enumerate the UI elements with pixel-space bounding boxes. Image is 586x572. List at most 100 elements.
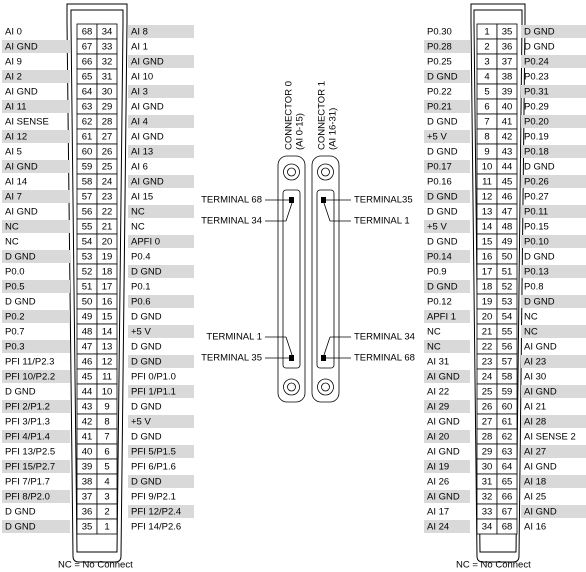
terminal-label: TERMINAL 1	[354, 216, 410, 227]
signal-label: PFI 12/P2.4	[131, 507, 181, 518]
label-shade	[521, 295, 586, 308]
signal-label: D GND	[427, 117, 458, 128]
signal-label: AI 6	[131, 162, 148, 173]
signal-label: P0.18	[524, 147, 549, 158]
pin-number: 33	[482, 507, 493, 518]
label-shade	[128, 175, 194, 188]
signal-label: AI 21	[524, 402, 546, 413]
label-shade	[424, 130, 470, 143]
pin-number: 48	[82, 327, 93, 338]
pin-number: 21	[482, 327, 493, 338]
label-shade	[128, 355, 194, 368]
pin-number: 49	[82, 312, 93, 323]
pin-number: 29	[482, 447, 493, 458]
pin-number: 35	[502, 27, 513, 38]
label-shade	[128, 295, 194, 308]
signal-label: AI 15	[131, 192, 153, 203]
signal-label: PFI 15/P2.7	[5, 462, 55, 473]
signal-label: AI 16	[524, 522, 546, 533]
footer-note: NC = No Connect	[58, 560, 133, 571]
left-shell	[66, 3, 128, 563]
signal-label: D GND	[131, 402, 162, 413]
signal-label: AI GND	[131, 132, 164, 143]
signal-label: PFI 10/P2.2	[5, 372, 55, 383]
signal-label: PFI 5/P1.5	[131, 447, 176, 458]
signal-label: P0.11	[524, 207, 548, 218]
terminal-label: TERMINAL35	[354, 195, 413, 206]
signal-label: AI 26	[427, 477, 449, 488]
terminal-lines	[265, 197, 351, 361]
pin-number: 42	[502, 132, 513, 143]
label-shade	[521, 235, 586, 248]
signal-label: AI 31	[427, 357, 449, 368]
signal-label: AI 8	[131, 27, 148, 38]
pin-number: 67	[502, 507, 513, 518]
pin-number: 33	[102, 42, 113, 53]
pin-number: 67	[82, 42, 93, 53]
pin-number: 2	[484, 42, 489, 53]
pin-number: 4	[484, 72, 489, 83]
label-shade	[521, 325, 586, 338]
pin-number: 55	[502, 327, 513, 338]
label-shade	[2, 100, 70, 113]
label-shade	[424, 280, 470, 293]
pin-number: 68	[82, 27, 93, 38]
pin-number: 62	[82, 117, 93, 128]
pin-number: 18	[482, 282, 493, 293]
pin-number: 10	[102, 387, 113, 398]
pin-number: 19	[482, 297, 493, 308]
pin-number: 32	[482, 492, 493, 503]
label-shade	[424, 340, 470, 353]
signal-label: AI 4	[131, 117, 148, 128]
signal-label: NC	[524, 312, 538, 323]
pin-number: 6	[104, 447, 109, 458]
pin-number: 62	[502, 432, 513, 443]
label-shade	[128, 265, 194, 278]
label-shade	[128, 55, 194, 68]
pin-number: 46	[82, 357, 93, 368]
label-shade	[2, 190, 70, 203]
signal-label: +5 V	[131, 327, 151, 338]
pin-number: 5	[104, 462, 109, 473]
pin-number: 25	[482, 387, 493, 398]
terminal-label: TERMINAL 68	[201, 195, 262, 206]
pin-number: 22	[102, 207, 113, 218]
signal-label: AI GND	[131, 57, 164, 68]
pin-number: 52	[502, 282, 513, 293]
pin-number: 39	[502, 87, 513, 98]
signal-label: P0.10	[524, 237, 549, 248]
label-shade	[521, 55, 586, 68]
terminal-label: TERMINAL 34	[354, 332, 415, 343]
signal-label: AI 30	[524, 372, 546, 383]
pin-number: 68	[502, 522, 513, 533]
signal-label: D GND	[5, 297, 36, 308]
pin-number: 19	[102, 252, 113, 263]
pin-number: 45	[82, 372, 93, 383]
pin-number: 34	[102, 27, 113, 38]
signal-label: AI GND	[427, 417, 460, 428]
signal-label: AI 11	[5, 102, 26, 113]
pin-number: 27	[482, 417, 493, 428]
label-shade	[2, 250, 70, 263]
pin-number: 8	[484, 132, 489, 143]
signal-label: PFI 0/P1.0	[131, 372, 176, 383]
label-shade	[424, 460, 470, 473]
pin-number: 31	[482, 477, 493, 488]
pin-number: 3	[484, 57, 489, 68]
signal-label: PFI 9/P2.1	[131, 492, 176, 503]
label-shade	[424, 250, 470, 263]
pin-number: 23	[102, 192, 113, 203]
signal-label: P0.15	[524, 222, 549, 233]
label-shade	[128, 85, 194, 98]
label-shade	[424, 220, 470, 233]
signal-label: AI 17	[427, 507, 449, 518]
pin-number: 55	[82, 222, 93, 233]
signal-label: AI 23	[524, 357, 546, 368]
signal-label: AI GND	[427, 372, 460, 383]
label-shade	[2, 40, 70, 53]
pin-number: 27	[102, 132, 113, 143]
pin-number: 45	[502, 177, 513, 188]
connector-0-name: CONNECTOR 0	[284, 81, 295, 150]
signal-label: NC	[524, 327, 538, 338]
